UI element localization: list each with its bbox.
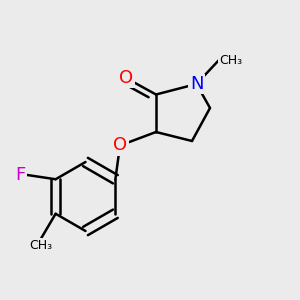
Text: O: O <box>113 136 127 154</box>
Text: N: N <box>190 75 203 93</box>
Text: O: O <box>119 69 133 87</box>
Text: CH₃: CH₃ <box>219 53 242 67</box>
Text: F: F <box>15 166 26 184</box>
Text: CH₃: CH₃ <box>29 239 52 252</box>
